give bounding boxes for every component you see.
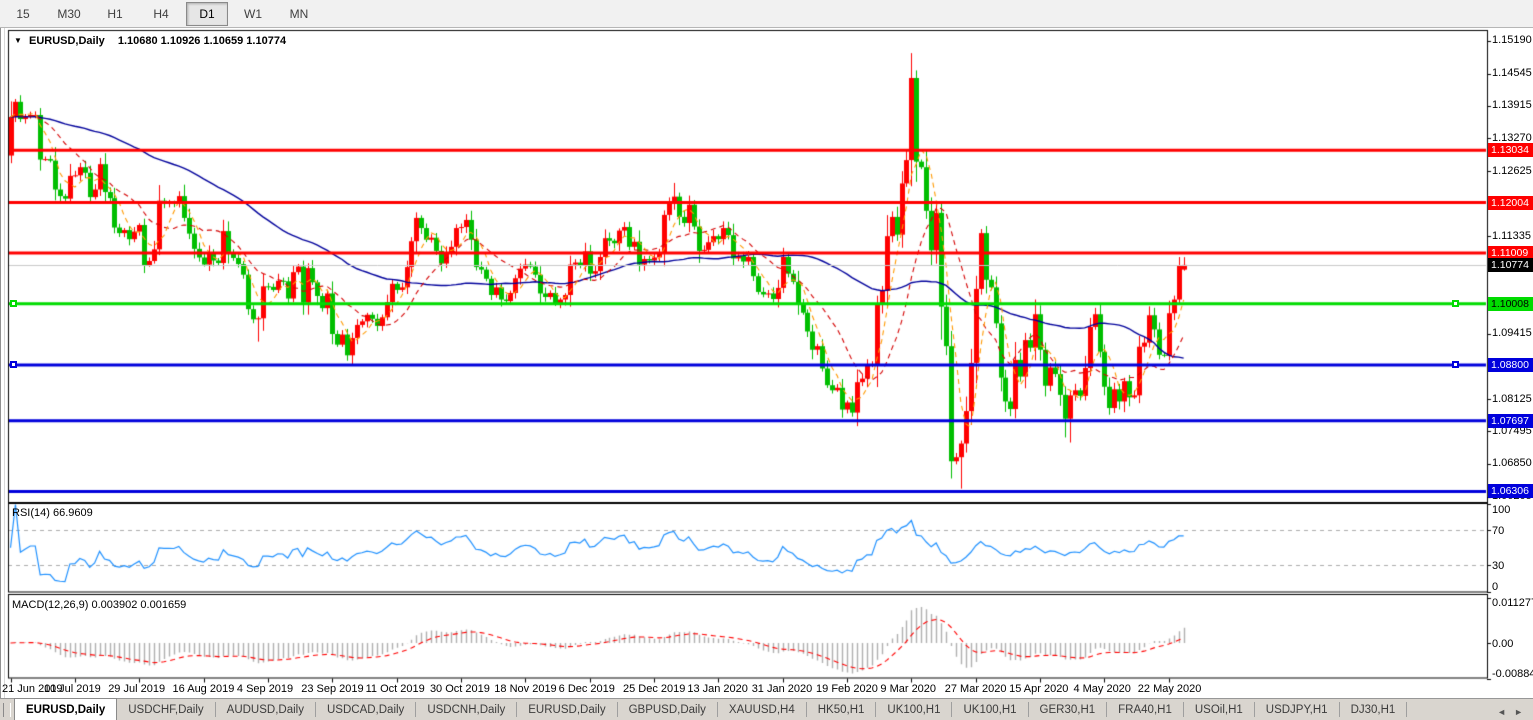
chart-tab-10[interactable]: UK100,H1 [952,702,1029,717]
chart-tab-11[interactable]: GER30,H1 [1029,702,1108,717]
chart-tabbar: EURUSD,Daily USDCHF,Daily AUDUSD,Daily USDC… [0,698,1533,720]
chart-tab-12[interactable]: FRA40,H1 [1107,702,1184,717]
chart-tab-0[interactable]: EURUSD,Daily [14,698,118,720]
chart-tab-8[interactable]: HK50,H1 [807,702,877,717]
window-left-edge [0,28,5,720]
chart-tab-1[interactable]: USDCHF,Daily [117,702,216,717]
tab-prev-icon[interactable]: ◄ [1497,707,1507,717]
chart-tab-3[interactable]: USDCAD,Daily [316,702,417,717]
chart-tab-6[interactable]: GBPUSD,Daily [618,702,718,717]
chart-tab-2[interactable]: AUDUSD,Daily [216,702,316,717]
chart-tab-15[interactable]: DJ30,H1 [1340,702,1408,717]
chart-tab-9[interactable]: UK100,H1 [876,702,953,717]
chart-tab-4[interactable]: USDCNH,Daily [416,702,518,717]
chart-tab-7[interactable]: XAUUSD,H4 [718,702,807,717]
chart-tab-13[interactable]: USOil,H1 [1184,702,1255,717]
tabbar-grip [3,703,11,717]
chart-tab-14[interactable]: USDJPY,H1 [1255,702,1340,717]
tab-next-icon[interactable]: ► [1514,707,1523,717]
chart-tab-5[interactable]: EURUSD,Daily [517,702,618,717]
